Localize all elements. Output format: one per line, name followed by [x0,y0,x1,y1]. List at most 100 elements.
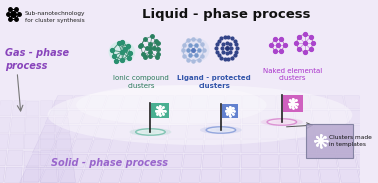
Ellipse shape [205,127,237,133]
Polygon shape [310,96,328,109]
Ellipse shape [277,121,287,123]
Polygon shape [166,140,185,153]
Polygon shape [60,169,84,182]
Ellipse shape [48,85,352,145]
Polygon shape [26,154,50,168]
FancyBboxPatch shape [222,104,238,118]
Text: Gas - phase
process: Gas - phase process [5,48,69,71]
Polygon shape [40,169,64,182]
Polygon shape [181,169,201,182]
Polygon shape [314,125,333,138]
Polygon shape [260,140,278,153]
Polygon shape [279,154,299,168]
Polygon shape [0,167,5,182]
Polygon shape [25,134,39,149]
Ellipse shape [267,119,296,125]
FancyBboxPatch shape [306,124,353,158]
Polygon shape [120,169,142,182]
Ellipse shape [130,128,171,136]
Polygon shape [146,140,167,153]
Polygon shape [205,125,223,138]
Polygon shape [90,140,111,153]
Polygon shape [51,140,74,153]
Polygon shape [183,154,202,168]
Polygon shape [296,125,314,138]
Polygon shape [173,96,191,109]
Polygon shape [76,125,98,138]
Ellipse shape [181,38,209,63]
Ellipse shape [266,119,297,125]
Polygon shape [80,169,103,182]
Polygon shape [350,125,370,138]
Polygon shape [242,125,259,138]
Polygon shape [276,96,293,109]
Polygon shape [41,167,57,182]
Polygon shape [113,125,133,138]
Polygon shape [316,140,335,153]
Polygon shape [0,134,9,149]
Polygon shape [56,134,72,149]
FancyBboxPatch shape [152,103,169,118]
Polygon shape [344,96,363,109]
Polygon shape [100,169,122,182]
Polygon shape [353,140,373,153]
Polygon shape [260,110,277,124]
Polygon shape [260,154,279,168]
Polygon shape [104,96,124,109]
Polygon shape [332,125,351,138]
Polygon shape [57,125,80,138]
Polygon shape [222,154,240,168]
Text: Liquid - phase process: Liquid - phase process [143,8,311,21]
Polygon shape [163,154,183,168]
Polygon shape [25,117,39,132]
Polygon shape [243,96,259,109]
Text: Naked elemental
clusters: Naked elemental clusters [263,68,322,81]
Polygon shape [127,140,148,153]
Polygon shape [242,110,259,124]
Polygon shape [10,117,25,132]
Polygon shape [135,110,154,124]
Ellipse shape [216,129,226,131]
Text: Ionic compound
clusters: Ionic compound clusters [113,75,169,89]
Polygon shape [347,110,366,124]
Ellipse shape [108,41,135,63]
Polygon shape [293,96,311,109]
Ellipse shape [135,129,166,135]
Polygon shape [261,169,280,182]
Polygon shape [23,150,39,166]
Polygon shape [241,154,259,168]
Polygon shape [54,101,68,116]
Polygon shape [55,117,70,132]
Polygon shape [41,117,54,132]
Polygon shape [0,150,7,166]
Polygon shape [312,110,330,124]
Polygon shape [46,154,69,168]
Polygon shape [170,110,189,124]
Polygon shape [41,101,54,116]
Polygon shape [319,169,340,182]
Polygon shape [202,154,221,168]
Polygon shape [223,125,241,138]
Polygon shape [69,96,90,109]
Polygon shape [327,96,345,109]
Text: Clusters made
in templates: Clusters made in templates [330,135,372,147]
Polygon shape [223,140,240,153]
Polygon shape [143,154,164,168]
Polygon shape [294,110,313,124]
Polygon shape [336,154,357,168]
Polygon shape [81,110,102,124]
Polygon shape [124,154,145,168]
Polygon shape [41,134,56,149]
Polygon shape [191,96,208,109]
Polygon shape [329,110,348,124]
Polygon shape [260,96,276,109]
FancyBboxPatch shape [283,95,303,112]
Polygon shape [297,140,316,153]
Polygon shape [65,154,88,168]
Polygon shape [334,140,354,153]
Polygon shape [45,110,68,124]
Polygon shape [153,110,172,124]
Polygon shape [203,140,222,153]
Polygon shape [278,125,296,138]
Ellipse shape [206,127,235,133]
